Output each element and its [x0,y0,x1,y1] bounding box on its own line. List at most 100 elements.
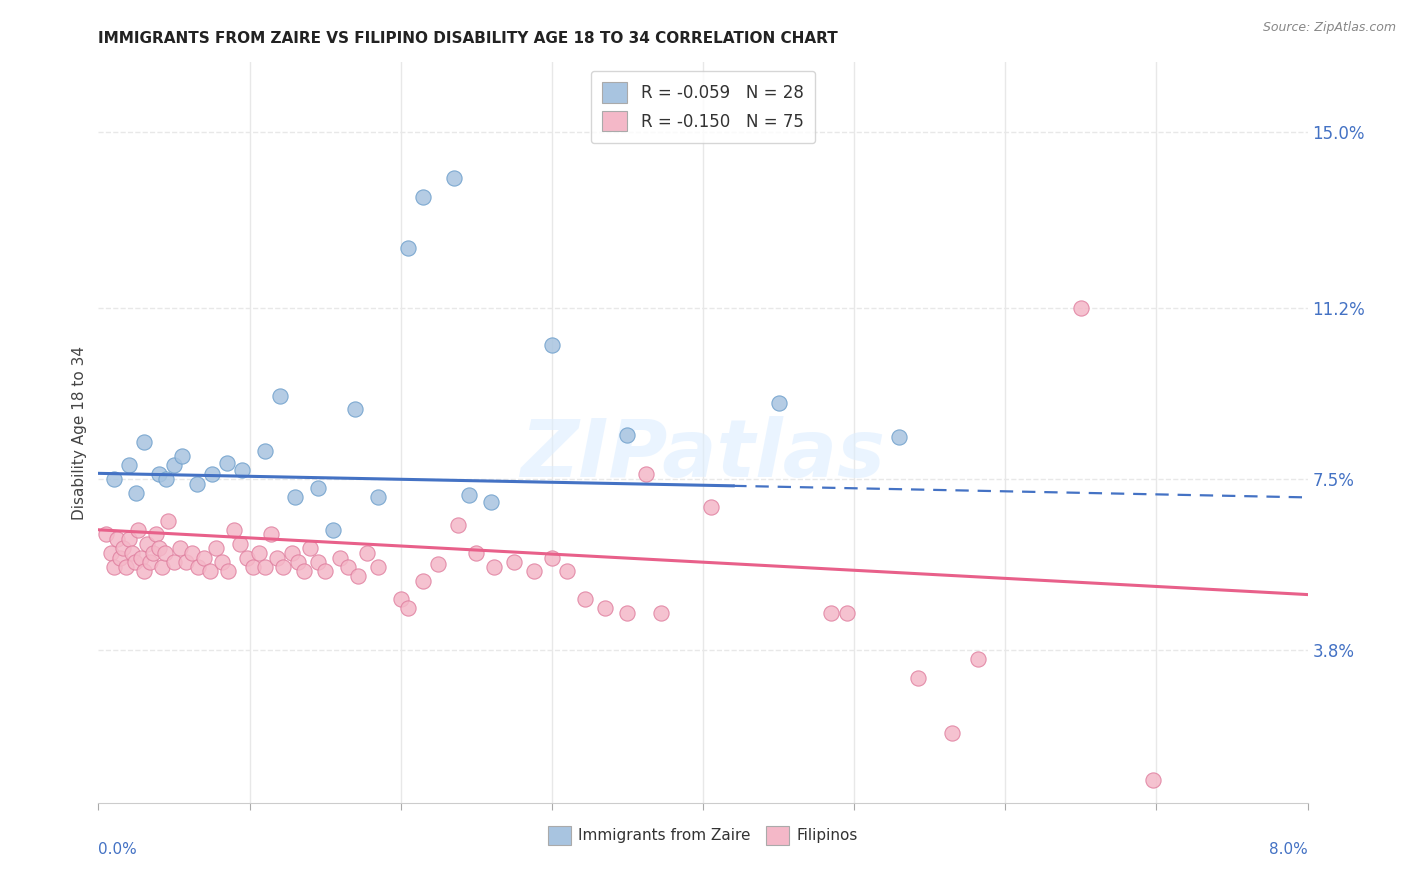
Point [314,565,336,579]
Point [174,555,197,569]
Point [307,481,329,495]
Point [1070,301,1092,315]
Point [699,500,721,514]
Point [231,462,253,476]
Point [253,559,276,574]
Point [118,458,141,472]
Point [118,532,141,546]
Point [111,541,134,556]
Point [299,541,322,556]
Point [139,555,162,569]
Point [135,536,157,550]
Point [224,523,246,537]
Point [153,546,176,560]
Text: ZIPatlas: ZIPatlas [520,416,886,494]
Point [100,546,122,560]
Point [186,476,208,491]
Point [148,541,170,556]
Point [484,559,506,574]
Point [193,550,215,565]
Point [148,467,170,482]
Point [125,485,148,500]
Point [269,388,291,402]
Point [329,550,352,565]
Point [322,523,344,537]
Point [169,541,191,556]
Point [266,550,288,565]
Point [201,467,224,482]
Point [242,559,264,574]
Point [215,456,238,470]
Text: Source: ZipAtlas.com: Source: ZipAtlas.com [1263,21,1396,34]
Point [593,601,616,615]
Point [356,546,378,560]
Text: 8.0%: 8.0% [1268,842,1308,856]
Point [103,472,125,486]
Point [150,559,173,574]
Point [253,444,276,458]
Point [616,606,638,620]
Point [967,652,990,666]
Point [307,555,329,569]
Point [941,726,963,740]
Point [447,518,470,533]
Point [132,565,155,579]
Point [114,559,136,574]
Point [503,555,526,569]
Point [205,541,228,556]
Legend: Immigrants from Zaire, Filipinos: Immigrants from Zaire, Filipinos [541,820,865,851]
Point [555,565,578,579]
Point [108,550,131,565]
Point [481,495,503,509]
Point [187,559,209,574]
Point [284,491,307,505]
Point [260,527,283,541]
Point [367,491,389,505]
Point [820,606,842,620]
Point [103,559,125,574]
Point [132,434,155,449]
Text: 0.0%: 0.0% [98,842,138,856]
Point [396,601,419,615]
Point [540,550,562,565]
Point [835,606,858,620]
Point [907,671,929,685]
Point [616,428,638,442]
Point [281,546,304,560]
Point [121,546,143,560]
Point [427,558,450,572]
Point [124,555,146,569]
Text: IMMIGRANTS FROM ZAIRE VS FILIPINO DISABILITY AGE 18 TO 34 CORRELATION CHART: IMMIGRANTS FROM ZAIRE VS FILIPINO DISABI… [98,31,838,46]
Point [396,240,419,255]
Point [287,555,309,569]
Point [465,546,488,560]
Point [271,559,294,574]
Point [457,488,479,502]
Point [129,550,152,565]
Point [163,555,186,569]
Point [344,402,367,417]
Point [163,458,186,472]
Point [155,472,177,486]
Point [336,559,359,574]
Point [574,592,596,607]
Point [127,523,149,537]
Point [634,467,657,482]
Point [217,565,239,579]
Point [170,449,193,463]
Point [247,546,270,560]
Point [768,395,790,409]
Point [367,559,389,574]
Point [142,546,165,560]
Point [181,546,204,560]
Point [389,592,412,607]
Point [889,430,911,444]
Point [412,574,434,588]
Point [523,565,546,579]
Point [235,550,257,565]
Point [650,606,672,620]
Point [540,337,562,351]
Point [200,565,222,579]
Point [229,536,252,550]
Point [292,565,315,579]
